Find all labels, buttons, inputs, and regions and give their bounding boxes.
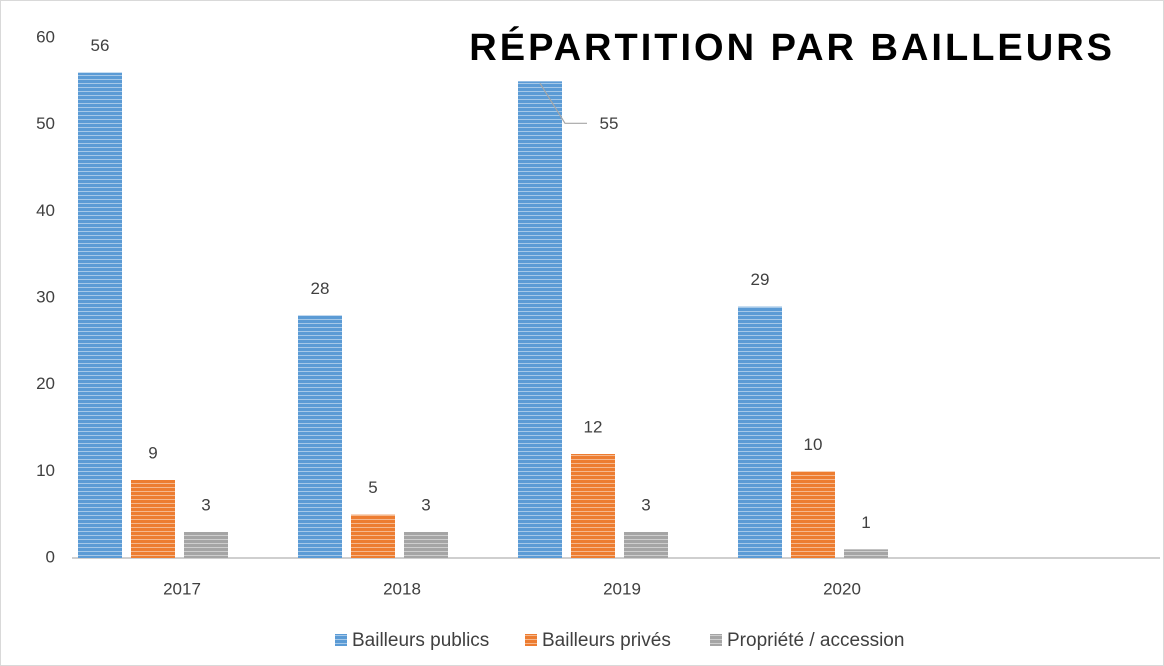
data-label: 29	[751, 270, 770, 289]
bar	[844, 549, 888, 558]
y-tick-label: 30	[36, 287, 55, 306]
bar	[624, 532, 668, 558]
x-tick-label: 2019	[603, 579, 641, 598]
bar	[791, 471, 835, 558]
data-label: 9	[148, 443, 157, 462]
y-tick-label: 50	[36, 114, 55, 133]
x-tick-label: 2018	[383, 579, 421, 598]
bar	[131, 480, 175, 558]
bar	[571, 454, 615, 558]
legend-label: Bailleurs privés	[542, 630, 671, 651]
bar	[298, 315, 342, 558]
y-tick-label: 10	[36, 461, 55, 480]
data-label: 12	[584, 417, 603, 436]
legend-swatch	[525, 634, 537, 646]
bar	[78, 72, 122, 559]
data-label: 5	[368, 478, 377, 497]
y-tick-label: 0	[46, 547, 55, 566]
y-tick-label: 60	[36, 27, 55, 46]
data-label: 3	[201, 495, 210, 514]
legend-label: Bailleurs publics	[352, 630, 489, 651]
data-label: 56	[91, 36, 110, 55]
bar	[518, 81, 562, 558]
y-tick-label: 20	[36, 374, 55, 393]
data-label: 1	[861, 513, 870, 532]
data-label: 3	[641, 495, 650, 514]
bar	[351, 514, 395, 558]
y-tick-label: 40	[36, 201, 55, 220]
x-tick-label: 2020	[823, 579, 861, 598]
chart-title: RÉPARTITION PAR BAILLEURS	[469, 25, 1115, 69]
legend-swatch	[710, 634, 722, 646]
data-label: 28	[311, 279, 330, 298]
legend-label: Propriété / accession	[727, 630, 904, 651]
data-label: 3	[421, 495, 430, 514]
bar	[184, 532, 228, 558]
data-label: 55	[600, 114, 619, 133]
label-leader	[539, 83, 587, 124]
x-tick-label: 2017	[163, 579, 201, 598]
data-label: 10	[804, 435, 823, 454]
bar	[404, 532, 448, 558]
bar	[738, 306, 782, 558]
legend-swatch	[335, 634, 347, 646]
